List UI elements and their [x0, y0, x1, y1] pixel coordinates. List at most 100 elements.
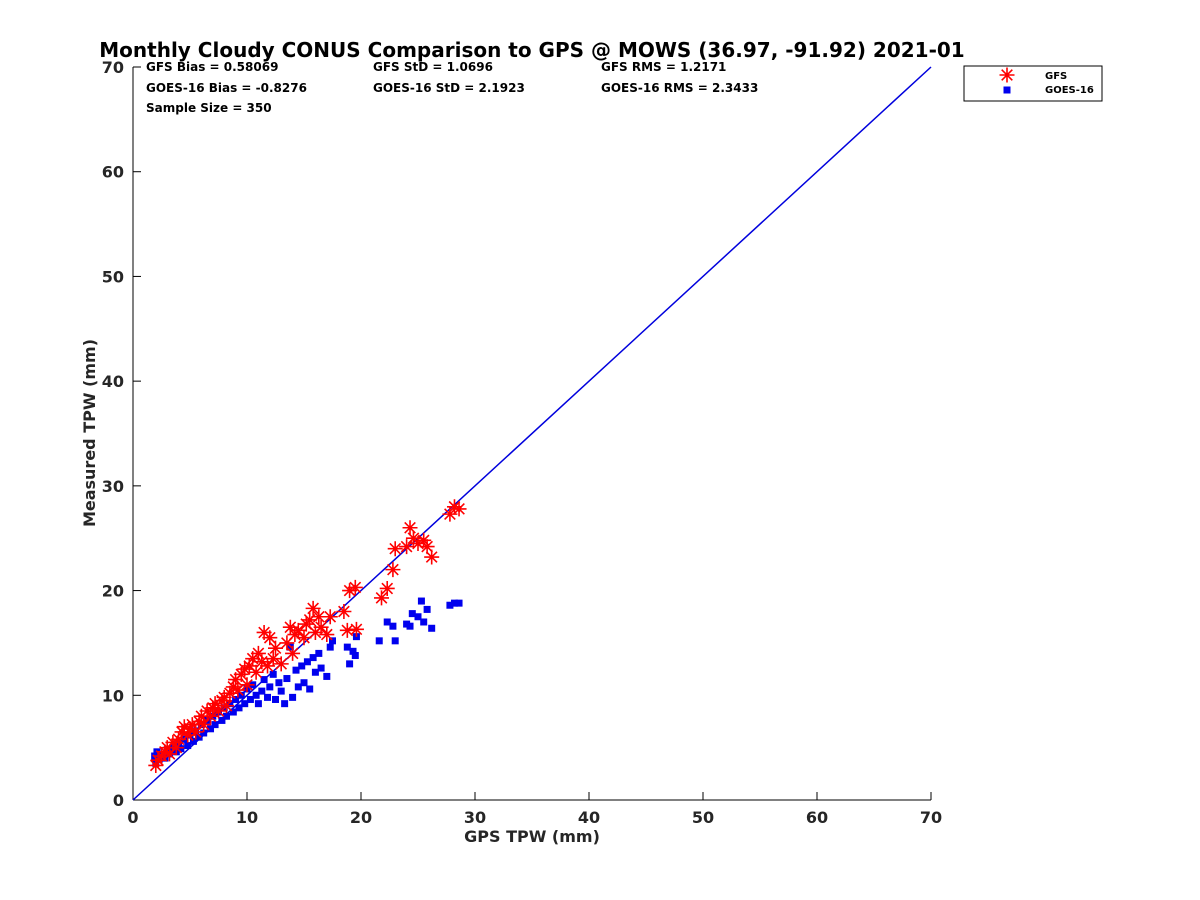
y-tick-label: 20: [102, 582, 124, 601]
y-tick-label: 30: [102, 477, 124, 496]
data-point: [184, 742, 192, 750]
data-point: [200, 729, 208, 737]
data-point: [168, 740, 184, 756]
data-point: [241, 658, 257, 674]
data-point: [229, 708, 237, 716]
data-point: [305, 600, 321, 616]
data-point: [294, 683, 302, 691]
gfs-std-text: GFS StD = 1.0696: [373, 60, 493, 74]
data-point: [207, 725, 215, 733]
data-point: [307, 624, 323, 640]
x-tick-label: 50: [692, 808, 714, 827]
data-point: [311, 609, 327, 625]
data-point: [252, 691, 260, 699]
data-point: [246, 695, 254, 703]
data-point: [442, 506, 458, 522]
statistics-block: GFS Bias = 0.58069 GFS StD = 1.0696 GFS …: [146, 60, 758, 115]
data-point: [399, 539, 415, 555]
data-point: [282, 619, 298, 635]
data-point: [408, 610, 416, 618]
data-point: [265, 651, 281, 667]
data-point: [222, 712, 230, 720]
data-point: [391, 637, 399, 645]
data-point: [273, 656, 289, 672]
data-point: [416, 532, 432, 548]
legend-box: [963, 65, 1103, 102]
gfs-bias-text: GFS Bias = 0.58069: [146, 60, 278, 74]
plot-area: 0 10 20 30 40 50 60 70 0 10 20 30 40 50 60 70: [102, 58, 942, 827]
data-point: [262, 630, 278, 646]
data-point: [298, 662, 306, 670]
data-point: [375, 637, 383, 645]
data-point: [315, 649, 323, 657]
x-tick-label: 20: [350, 808, 372, 827]
data-point: [176, 719, 192, 735]
data-point: [303, 658, 311, 666]
data-point: [279, 635, 295, 651]
x-tick-label: 10: [236, 808, 258, 827]
y-tick-label: 40: [102, 372, 124, 391]
data-point: [348, 621, 364, 637]
data-point: [161, 746, 177, 762]
data-point: [188, 724, 204, 740]
data-point: [199, 703, 215, 719]
y-tick-label: 10: [102, 686, 124, 705]
x-tick-label: 60: [806, 808, 828, 827]
legend-gfs-label: GFS: [1045, 71, 1067, 82]
legend-goes16-symbol: [1003, 86, 1011, 94]
data-point: [191, 713, 207, 729]
x-tick-label: 70: [920, 808, 942, 827]
data-point: [225, 679, 241, 695]
data-point: [260, 658, 276, 674]
data-point: [275, 679, 283, 687]
data-point: [285, 645, 301, 661]
data-point: [402, 520, 418, 536]
data-point: [148, 757, 164, 773]
data-point: [182, 721, 198, 737]
data-point: [218, 698, 234, 714]
sample-size-text: Sample Size = 350: [146, 101, 272, 115]
data-point: [195, 733, 203, 741]
data-point: [189, 737, 197, 745]
data-point: [205, 700, 221, 716]
data-point: [203, 708, 219, 724]
data-point: [446, 601, 454, 609]
data-point: [347, 579, 363, 595]
data-point: [289, 693, 297, 701]
data-point: [226, 700, 234, 708]
legend-gfs-marker: [999, 67, 1015, 83]
data-point: [218, 716, 226, 724]
data-point: [410, 535, 426, 551]
data-point: [159, 740, 175, 756]
data-point: [237, 661, 253, 677]
legend-goes16-label: GOES-16: [1045, 85, 1094, 96]
data-point: [419, 539, 435, 555]
data-point: [230, 682, 246, 698]
data-point: [346, 660, 354, 668]
x-axis-label: GPS TPW (mm): [464, 827, 600, 846]
data-point: [232, 695, 240, 703]
goes16-rms-text: GOES-16 RMS = 2.3433: [601, 81, 758, 95]
data-point: [351, 651, 359, 659]
data-point: [228, 672, 244, 688]
x-tick-label: 30: [464, 808, 486, 827]
y-axis-label: Measured TPW (mm): [80, 339, 99, 527]
data-point: [342, 583, 358, 599]
data-point: [180, 727, 196, 743]
data-point: [326, 643, 334, 651]
data-point: [241, 700, 249, 708]
data-point: [385, 562, 401, 578]
data-point: [306, 685, 314, 693]
data-point: [177, 745, 185, 753]
legend: GFS GOES-16: [963, 65, 1103, 102]
data-point: [272, 695, 279, 703]
data-point: [322, 609, 338, 625]
data-point: [379, 580, 395, 596]
data-point: [268, 640, 283, 656]
data-point: [319, 627, 335, 643]
data-point: [406, 622, 414, 630]
y-tick-label: 0: [113, 791, 124, 810]
data-point: [339, 622, 355, 638]
data-point: [329, 637, 336, 645]
